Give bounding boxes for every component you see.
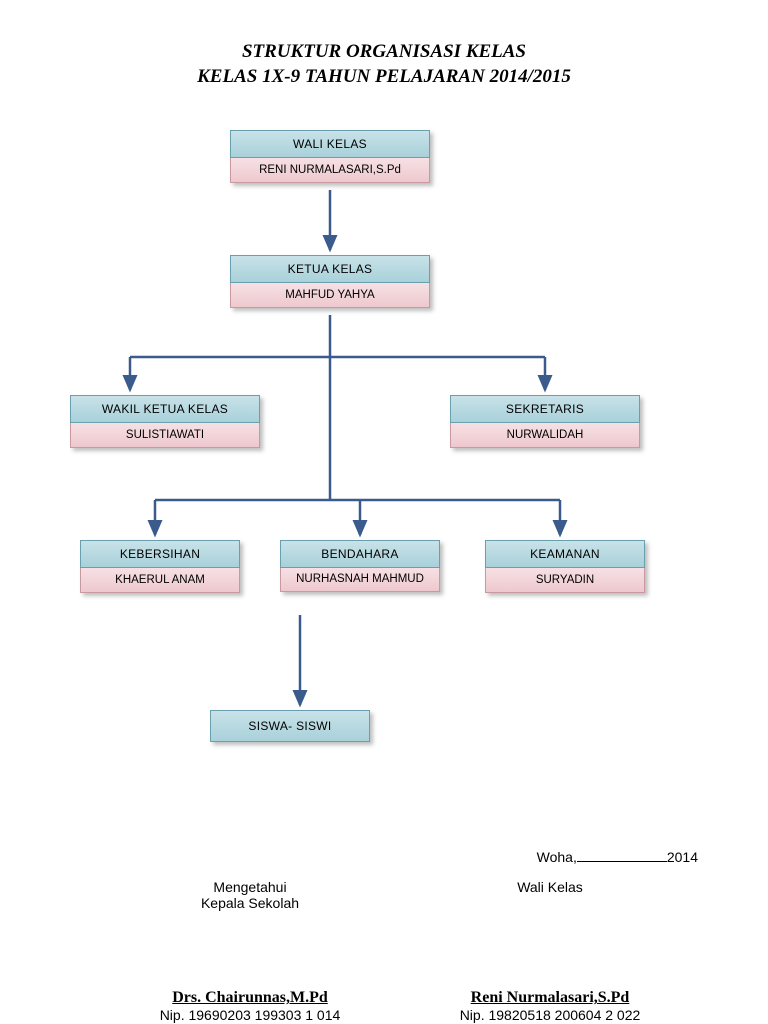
person-name: SURYADIN: [485, 568, 645, 593]
role-label: KEAMANAN: [485, 540, 645, 568]
role-label: SEKRETARIS: [450, 395, 640, 423]
mengetahui-label: Mengetahui: [150, 879, 350, 895]
principal-name: Drs. Chairunnas,M.Pd: [172, 989, 328, 1006]
node-bendahara: BENDAHARA NURHASNAH MAHMUD: [280, 540, 440, 592]
node-wakil-ketua: WAKIL KETUA KELAS SULISTIAWATI: [70, 395, 260, 448]
teacher-nip: Nip. 19820518 200604 2 022: [410, 1007, 690, 1023]
person-name: NURWALIDAH: [450, 423, 640, 448]
teacher-name: Reni Nurmalasari,S.Pd: [471, 989, 630, 1006]
node-keamanan: KEAMANAN SURYADIN: [485, 540, 645, 593]
node-wali-kelas: WALI KELAS RENI NURMALASARI,S.Pd: [230, 130, 430, 183]
role-label: SISWA- SISWI: [210, 710, 370, 742]
person-name: RENI NURMALASARI,S.Pd: [230, 158, 430, 183]
kepala-sekolah-label: Kepala Sekolah: [150, 895, 350, 911]
node-ketua-kelas: KETUA KELAS MAHFUD YAHYA: [230, 255, 430, 308]
node-sekretaris: SEKRETARIS NURWALIDAH: [450, 395, 640, 448]
role-label: BENDAHARA: [280, 540, 440, 568]
place-date: Woha, 2014: [537, 849, 698, 865]
principal-nip: Nip. 19690203 199303 1 014: [120, 1007, 380, 1023]
node-siswa: SISWA- SISWI: [210, 710, 370, 742]
role-label: KETUA KELAS: [230, 255, 430, 283]
signature-left-name: Drs. Chairunnas,M.Pd Nip. 19690203 19930…: [120, 989, 380, 1023]
person-name: MAHFUD YAHYA: [230, 283, 430, 308]
org-chart: WALI KELAS RENI NURMALASARI,S.Pd KETUA K…: [0, 0, 768, 1024]
role-label: WALI KELAS: [230, 130, 430, 158]
signature-right-name: Reni Nurmalasari,S.Pd Nip. 19820518 2006…: [410, 989, 690, 1023]
person-name: NURHASNAH MAHMUD: [280, 568, 440, 592]
wali-kelas-label: Wali Kelas: [450, 879, 650, 895]
person-name: KHAERUL ANAM: [80, 568, 240, 593]
person-name: SULISTIAWATI: [70, 423, 260, 448]
signature-right-title: Wali Kelas: [450, 879, 650, 895]
place-label: Woha,: [537, 849, 577, 865]
role-label: KEBERSIHAN: [80, 540, 240, 568]
signature-left-title: Mengetahui Kepala Sekolah: [150, 879, 350, 911]
year-label: 2014: [667, 849, 698, 865]
node-kebersihan: KEBERSIHAN KHAERUL ANAM: [80, 540, 240, 593]
role-label: WAKIL KETUA KELAS: [70, 395, 260, 423]
